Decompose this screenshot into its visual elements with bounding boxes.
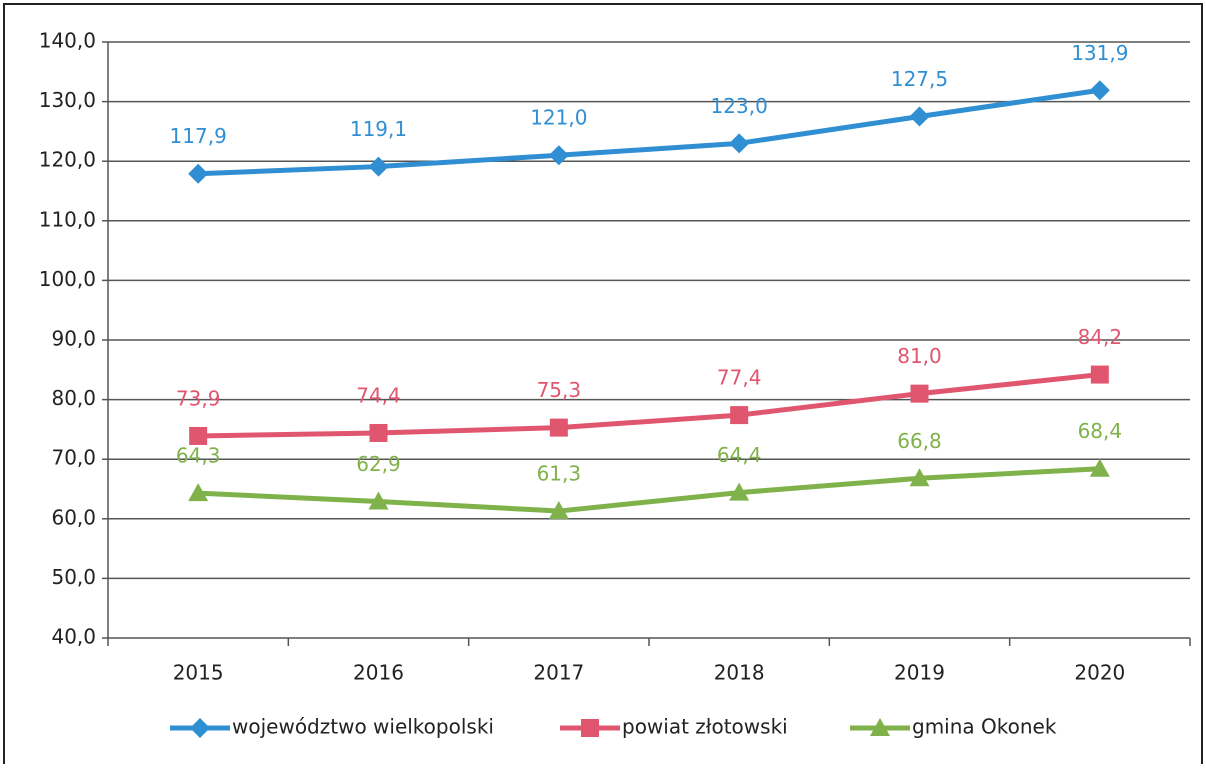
marker <box>909 106 930 127</box>
data-label: 81,0 <box>897 344 942 368</box>
y-tick-label: 120,0 <box>39 148 96 172</box>
y-tick-label: 100,0 <box>39 267 96 291</box>
x-tick-label: 2015 <box>173 661 224 685</box>
data-label: 62,9 <box>356 452 401 476</box>
marker <box>729 133 750 154</box>
series-line <box>198 372 1101 439</box>
marker <box>729 482 750 501</box>
y-tick-label: 40,0 <box>51 625 96 649</box>
data-label: 123,0 <box>711 94 768 118</box>
x-tick-label: 2018 <box>714 661 765 685</box>
data-label: 74,4 <box>356 383 401 407</box>
data-label: 68,4 <box>1078 419 1123 443</box>
y-tick-label: 50,0 <box>51 565 96 589</box>
data-label: 66,8 <box>897 429 942 453</box>
data-label: 73,9 <box>176 386 221 410</box>
marker <box>909 468 930 487</box>
marker <box>188 163 209 184</box>
y-tick-label: 70,0 <box>51 446 96 470</box>
marker <box>548 145 569 166</box>
marker <box>549 418 568 437</box>
marker <box>730 406 749 425</box>
marker <box>1090 365 1109 384</box>
data-label: 131,9 <box>1071 41 1128 65</box>
x-tick-label: 2020 <box>1074 661 1125 685</box>
marker <box>368 491 389 510</box>
legend-label: powiat złotowski <box>622 715 788 739</box>
data-label: 84,2 <box>1078 325 1123 349</box>
marker <box>190 718 210 738</box>
series-line <box>198 466 1100 514</box>
marker <box>548 501 569 520</box>
marker <box>870 718 890 736</box>
y-tick-label: 60,0 <box>51 505 96 529</box>
data-label: 127,5 <box>891 67 948 91</box>
series-line <box>198 87 1101 177</box>
data-label: 121,0 <box>530 106 587 130</box>
x-tick-label: 2016 <box>353 661 404 685</box>
data-label: 117,9 <box>170 124 227 148</box>
marker <box>581 719 599 737</box>
data-label: 64,4 <box>717 443 762 467</box>
frame <box>3 3 1203 768</box>
y-tick-label: 90,0 <box>51 327 96 351</box>
y-tick-label: 80,0 <box>51 386 96 410</box>
x-tick-label: 2019 <box>894 661 945 685</box>
x-tick-label: 2017 <box>533 661 584 685</box>
marker <box>368 156 389 177</box>
legend-label: województwo wielkopolski <box>232 715 494 739</box>
marker <box>188 483 209 502</box>
data-label: 77,4 <box>717 366 762 390</box>
data-label: 75,3 <box>537 378 582 402</box>
y-tick-label: 140,0 <box>39 29 96 53</box>
data-label: 61,3 <box>537 462 582 486</box>
data-label: 119,1 <box>350 117 407 141</box>
marker <box>369 423 388 442</box>
marker <box>1089 458 1110 477</box>
marker <box>189 426 208 445</box>
data-label: 64,3 <box>176 444 221 468</box>
marker <box>1089 80 1110 101</box>
y-tick-label: 130,0 <box>39 88 96 112</box>
legend-label: gmina Okonek <box>912 715 1057 739</box>
marker <box>910 384 929 403</box>
y-tick-label: 110,0 <box>39 207 96 231</box>
